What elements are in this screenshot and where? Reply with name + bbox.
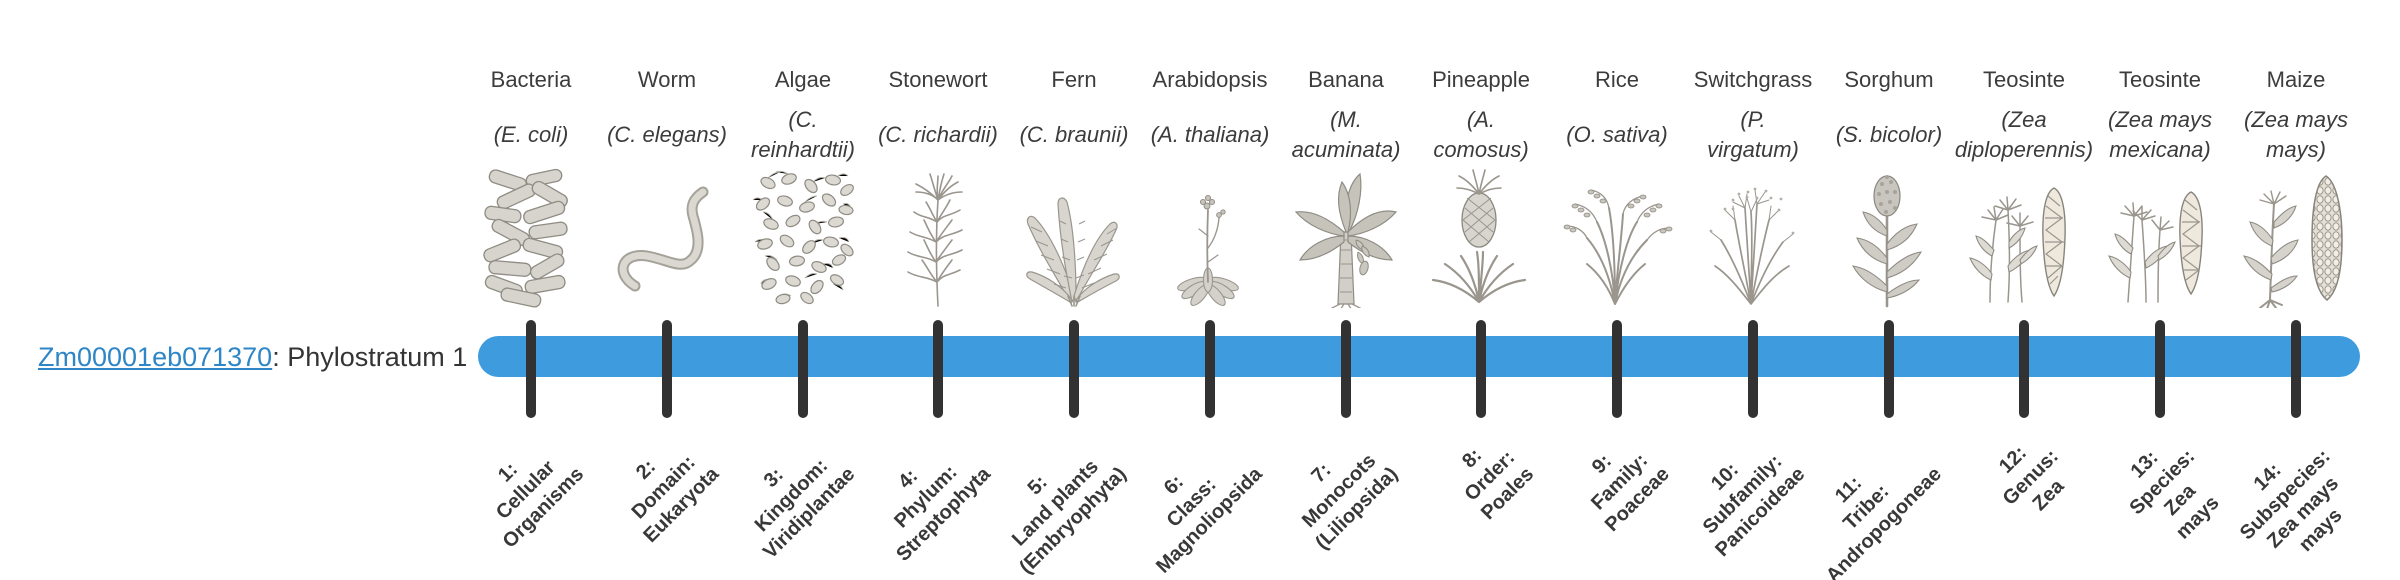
organism-sci-name: (Zea diploperennis) [1954, 107, 2094, 162]
phylostratum-bar [478, 336, 2360, 377]
organism-sci-name: (C. elegans) [607, 122, 727, 147]
stratum-label: 10: Subfamily: Panicoideae [1698, 450, 1810, 562]
stratum-label: 2: Domain: Eukaryota [627, 451, 724, 548]
organism-name: Teosinte [1983, 67, 2065, 92]
worm-icon [607, 168, 727, 308]
stratum-label: 6: Class: Magnoliopsida [1152, 463, 1267, 578]
organism-name: Switchgrass [1693, 67, 1813, 92]
timeline-tick [798, 320, 808, 418]
stratum-label: 13: Species: Zea mays [2125, 445, 2224, 544]
organism-sci-name: (P. virgatum) [1707, 107, 1799, 162]
sorghum-icon [1829, 168, 1949, 308]
organism-name: Bacteria [490, 67, 572, 92]
gene-id-link[interactable]: Zm00001eb071370 [38, 342, 273, 372]
organism-sci-name: (S. bicolor) [1835, 122, 1943, 147]
teosinte-mexicana-icon [2100, 168, 2220, 308]
stratum-label: 4: Phylum: Streptophyta [889, 461, 995, 566]
stratum-label: 11: Tribe: Andropogoneae [1821, 463, 1946, 580]
organism-sci-name: (Zea mays mays) [2244, 107, 2348, 162]
timeline-tick [1205, 320, 1215, 418]
teosinte-diploperennis-icon [1964, 168, 2084, 308]
organism-sci-name: (A. comosus) [1433, 107, 1529, 162]
organism-sci-name: (C. richardii) [878, 122, 998, 147]
organism-name: Sorghum [1844, 67, 1934, 92]
algae-icon [743, 168, 863, 308]
timeline-tick [1748, 320, 1758, 418]
stratum-label: 1: Cellular Organisms [491, 456, 588, 553]
timeline-tick [526, 320, 536, 418]
organism-sci-name: (M. acuminata) [1291, 107, 1401, 162]
organism-name: Arabidopsis [1152, 67, 1268, 92]
timeline-tick [1476, 320, 1486, 418]
arabidopsis-icon [1150, 168, 1270, 308]
timeline-tick [2291, 320, 2301, 418]
timeline-tick [2019, 320, 2029, 418]
pineapple-icon [1421, 168, 1541, 308]
timeline-tick [1612, 320, 1622, 418]
stratum-label: 3: Kingdom: Viridiplantae [751, 454, 860, 564]
timeline-tick [933, 320, 943, 418]
stratum-label: 5: Land plants (Embryophyta) [1007, 455, 1131, 579]
organism-sci-name: (O. sativa) [1566, 122, 1668, 147]
phylostratum-text: : Phylostratum 1 [272, 342, 468, 372]
timeline-tick [1341, 320, 1351, 418]
timeline-tick [662, 320, 672, 418]
stratum-label: 7: Monocots (Liliopsida) [1298, 449, 1403, 555]
timeline-tick [2155, 320, 2165, 418]
organism-name: Worm [637, 67, 697, 92]
organism-name: Banana [1308, 67, 1384, 92]
stratum-label: 8: Order: Poales [1457, 444, 1538, 525]
organism-name: Teosinte [2119, 67, 2201, 92]
stonewort-icon [878, 168, 998, 308]
fern-icon [1014, 168, 1134, 308]
stratum-label: 12: Genus: Zea [1995, 441, 2069, 516]
organism-sci-name: (Zea mays mexicana) [2108, 107, 2212, 162]
stratum-label: 9: Family: Poaceae [1586, 449, 1674, 537]
stratum-label: 14: Subspecies: Zea mays mays [2236, 445, 2347, 557]
organism-name: Fern [1051, 67, 1097, 92]
timeline-tick [1069, 320, 1079, 418]
gene-label: Zm00001eb071370: Phylostratum 1 [38, 341, 467, 373]
organism-name: Maize [2266, 67, 2326, 92]
organism-name: Rice [1594, 67, 1639, 92]
organism-sci-name: (E. coli) [493, 122, 569, 147]
organism-name: Stonewort [888, 67, 988, 92]
organism-sci-name: (C. braunii) [1019, 122, 1129, 147]
rice-icon [1557, 168, 1677, 308]
organism-name: Pineapple [1432, 67, 1530, 92]
bacteria-icon [471, 168, 591, 308]
switchgrass-icon [1693, 168, 1813, 308]
organism-sci-name: (A. thaliana) [1150, 122, 1270, 147]
organism-sci-name: (C. reinhardtii) [751, 107, 855, 162]
banana-icon [1286, 168, 1406, 308]
organism-name: Algae [774, 67, 832, 92]
maize-icon [2236, 168, 2356, 308]
timeline-tick [1884, 320, 1894, 418]
